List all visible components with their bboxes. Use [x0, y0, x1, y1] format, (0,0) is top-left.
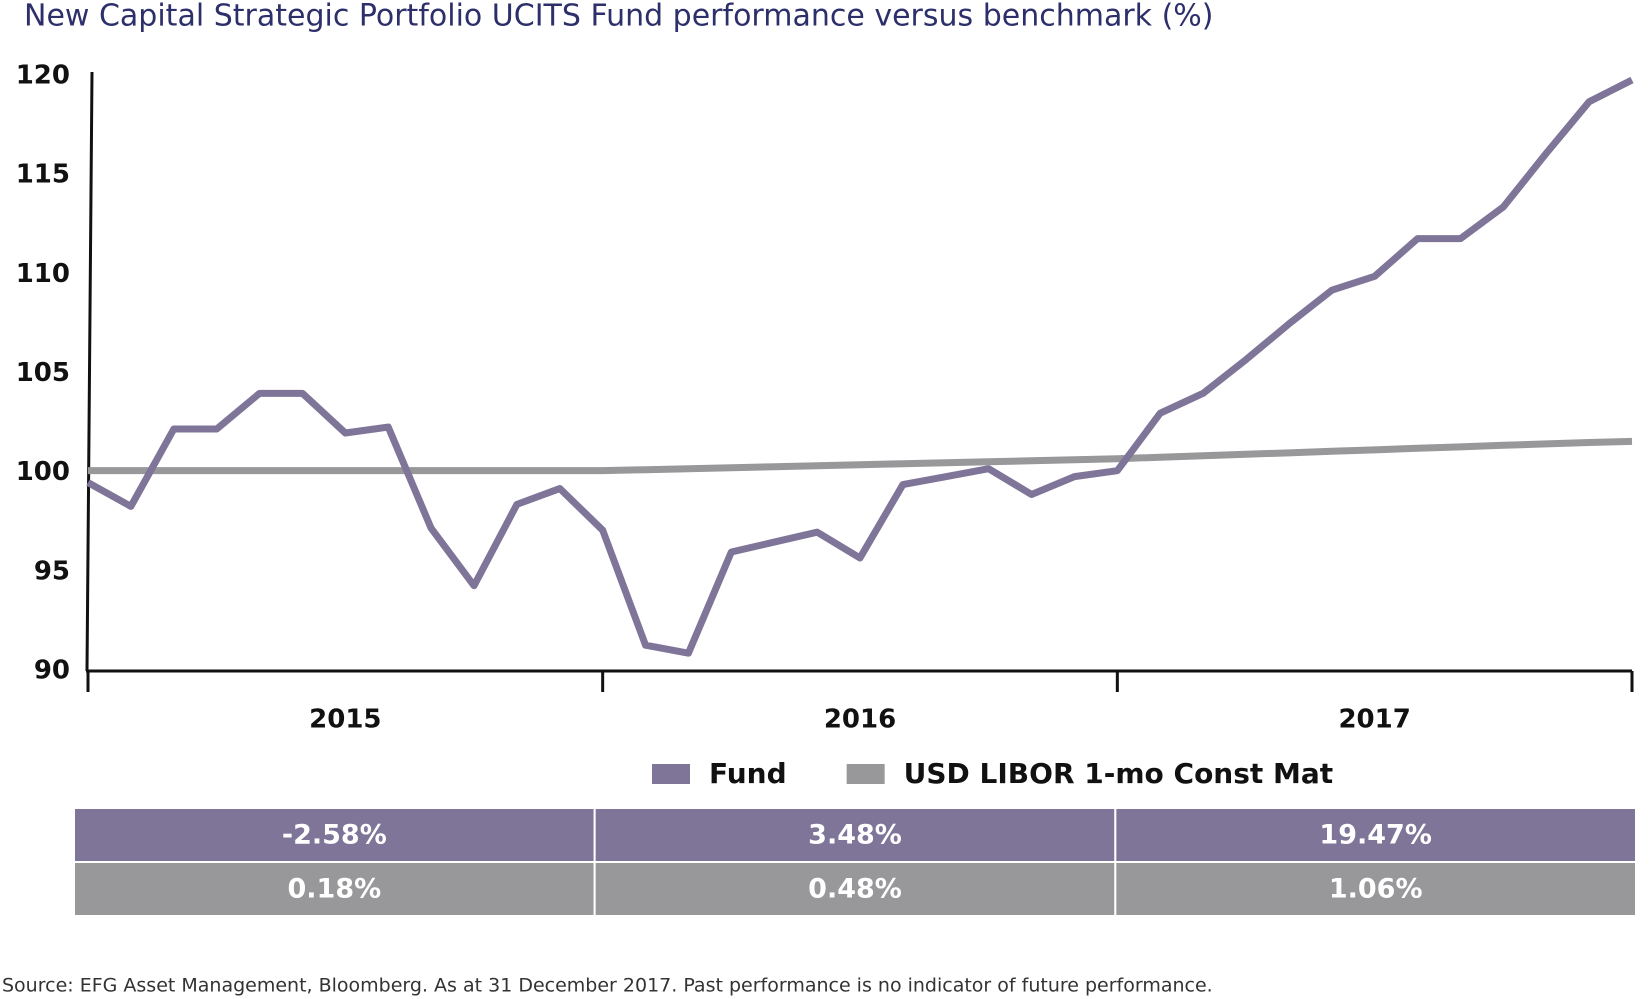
table-cell-text: 3.48% — [808, 820, 902, 851]
table-cell — [73, 807, 596, 863]
table-cell — [1114, 807, 1638, 863]
legend-label: Fund — [709, 757, 787, 790]
y-tick-label: 90 — [34, 656, 70, 686]
y-tick-label: 95 — [34, 556, 70, 586]
chart-title: New Capital Strategic Portfolio UCITS Fu… — [24, 0, 1213, 34]
source-note: Source: EFG Asset Management, Bloomberg.… — [2, 975, 1213, 997]
legend-swatch — [652, 764, 690, 784]
y-axis — [85, 71, 94, 672]
y-tick-label: 110 — [16, 259, 70, 289]
x-group-label: 2016 — [824, 705, 896, 735]
x-group-label: 2015 — [309, 705, 381, 735]
y-tick-label: 105 — [16, 358, 70, 388]
series-line — [88, 437, 1633, 475]
legend-label: USD LIBOR 1-mo Const Mat — [904, 757, 1334, 790]
table-cell-text: 0.18% — [287, 874, 381, 905]
table-cell-text: -2.58% — [282, 820, 387, 851]
table-cell — [593, 861, 1117, 917]
y-tick-label: 120 — [16, 61, 70, 91]
x-group-label: 2017 — [1338, 705, 1410, 735]
y-tick-label: 100 — [16, 457, 70, 487]
table-cell-text: 0.48% — [808, 874, 902, 905]
y-tick-label: 115 — [16, 160, 70, 190]
legend-swatch — [846, 764, 885, 784]
series-line — [86, 76, 1634, 657]
table-cell — [1114, 861, 1638, 917]
table-cell-text: 1.06% — [1329, 874, 1423, 905]
table-cell-text: 19.47% — [1319, 820, 1431, 851]
